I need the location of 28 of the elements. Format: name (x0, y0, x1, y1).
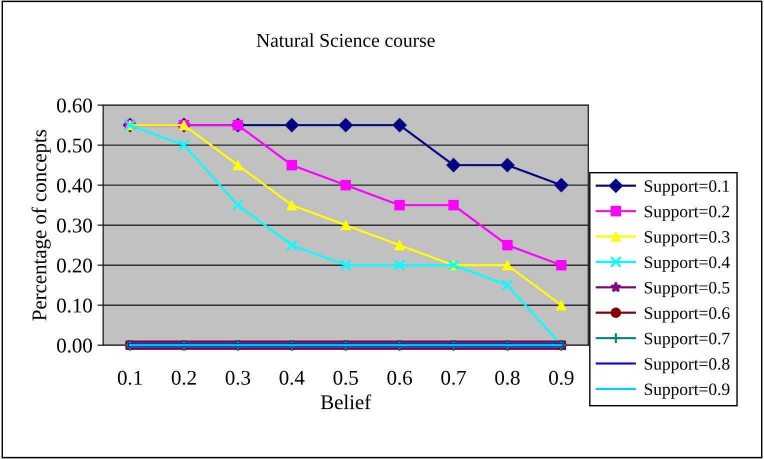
y-tick-label: 0.20 (57, 258, 92, 273)
y-tick-label: 0.10 (57, 298, 92, 313)
legend-label: Support=0.6 (644, 307, 730, 322)
y-tick-label: 0.40 (57, 178, 92, 193)
x-tick-label: 0.6 (387, 370, 412, 385)
y-tick-label: 0.60 (57, 98, 92, 113)
x-tick-label: 0.7 (441, 370, 466, 385)
x-tick-label: 0.5 (333, 370, 358, 385)
legend-label: Support=0.2 (644, 206, 730, 221)
legend-label: Support=0.5 (644, 282, 730, 298)
x-tick-label: 0.4 (280, 370, 304, 385)
legend-label: Support=0.8 (644, 358, 730, 374)
y-tick-label: 0.50 (57, 138, 92, 153)
x-tick-label: 0.2 (172, 370, 196, 385)
legend-label: Support=0.7 (644, 332, 730, 348)
y-tick-label: 0.30 (57, 218, 92, 233)
y-axis-title: Percentage of concepts (32, 130, 51, 321)
chart-title: Natural Science course (256, 33, 435, 47)
x-tick-label: 0.1 (118, 370, 142, 385)
legend-label: Support=0.1 (644, 180, 730, 196)
legend-label: Support=0.3 (644, 231, 730, 246)
x-tick-label: 0.9 (549, 370, 574, 385)
x-axis-title: Belief (320, 394, 372, 410)
x-tick-label: 0.8 (495, 370, 520, 385)
x-tick-label: 0.3 (226, 370, 250, 385)
legend-label: Support=0.9 (644, 383, 730, 399)
y-tick-label: 0.00 (57, 338, 92, 353)
legend-label: Support=0.4 (644, 256, 730, 272)
